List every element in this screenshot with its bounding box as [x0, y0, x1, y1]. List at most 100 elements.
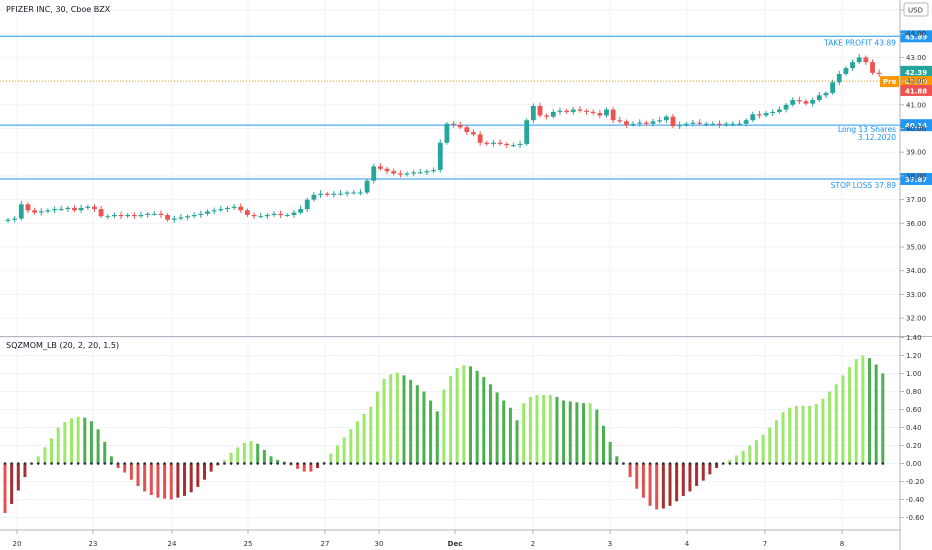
price-candle[interactable]: [178, 217, 184, 219]
price-candle[interactable]: [737, 123, 742, 125]
price-candle[interactable]: [271, 213, 277, 216]
momentum-bar[interactable]: [129, 463, 133, 480]
momentum-bar[interactable]: [395, 372, 399, 464]
momentum-bar[interactable]: [675, 463, 679, 502]
price-candle[interactable]: [338, 193, 343, 195]
price-candle[interactable]: [411, 172, 417, 174]
momentum-bar[interactable]: [429, 400, 433, 464]
momentum-bar[interactable]: [176, 463, 180, 498]
momentum-bar[interactable]: [841, 375, 845, 464]
price-candle[interactable]: [497, 142, 503, 144]
momentum-bar[interactable]: [562, 400, 566, 464]
momentum-bar[interactable]: [508, 407, 512, 464]
momentum-bar[interactable]: [754, 440, 758, 464]
price-candle[interactable]: [843, 68, 849, 74]
price-candle[interactable]: [690, 122, 696, 124]
price-candle[interactable]: [397, 173, 403, 175]
momentum-bar[interactable]: [469, 366, 472, 464]
momentum-bar[interactable]: [70, 418, 73, 464]
price-candle[interactable]: [657, 120, 663, 122]
momentum-bar[interactable]: [96, 429, 100, 464]
price-candle[interactable]: [225, 207, 230, 210]
price-candle[interactable]: [18, 204, 24, 219]
price-candle[interactable]: [464, 127, 470, 133]
momentum-bar[interactable]: [542, 395, 546, 464]
momentum-bar[interactable]: [276, 459, 280, 464]
price-candle[interactable]: [644, 122, 649, 124]
momentum-bar[interactable]: [814, 404, 818, 464]
momentum-bar[interactable]: [615, 456, 619, 464]
price-candle[interactable]: [105, 216, 111, 218]
price-candle[interactable]: [218, 209, 224, 211]
price-candle[interactable]: [730, 123, 736, 125]
price-candle[interactable]: [251, 215, 257, 217]
momentum-bar[interactable]: [375, 391, 379, 464]
price-candle[interactable]: [830, 82, 835, 93]
momentum-bar[interactable]: [402, 375, 406, 464]
momentum-bar[interactable]: [229, 452, 233, 464]
momentum-bar[interactable]: [316, 463, 320, 469]
momentum-bar[interactable]: [588, 403, 592, 464]
momentum-bar[interactable]: [488, 384, 492, 464]
price-candle[interactable]: [291, 212, 297, 216]
price-candle[interactable]: [863, 57, 869, 63]
price-candle[interactable]: [424, 171, 430, 173]
price-candle[interactable]: [444, 123, 450, 143]
momentum-bar[interactable]: [449, 376, 453, 464]
momentum-bar[interactable]: [349, 429, 353, 464]
momentum-bar[interactable]: [688, 463, 692, 492]
momentum-bar[interactable]: [83, 417, 87, 464]
price-candle[interactable]: [112, 215, 117, 217]
price-candle[interactable]: [850, 62, 855, 69]
momentum-bar[interactable]: [515, 420, 519, 464]
momentum-bar[interactable]: [801, 405, 805, 464]
price-candle[interactable]: [331, 193, 337, 195]
momentum-bar[interactable]: [761, 434, 765, 464]
price-candle[interactable]: [604, 109, 609, 116]
price-candle[interactable]: [311, 194, 317, 200]
momentum-bar[interactable]: [23, 463, 27, 478]
momentum-bar[interactable]: [808, 405, 812, 464]
momentum-bar[interactable]: [123, 463, 127, 473]
momentum-bar[interactable]: [435, 411, 439, 464]
momentum-bar[interactable]: [296, 463, 300, 469]
price-candle[interactable]: [796, 100, 802, 102]
momentum-bar[interactable]: [568, 401, 572, 464]
price-candle[interactable]: [810, 100, 816, 104]
price-candle[interactable]: [590, 111, 596, 114]
price-candle[interactable]: [537, 105, 543, 116]
price-candle[interactable]: [364, 180, 370, 193]
momentum-bar[interactable]: [881, 373, 885, 464]
price-candle[interactable]: [371, 166, 377, 181]
momentum-bar[interactable]: [369, 406, 373, 464]
momentum-bar[interactable]: [655, 463, 659, 510]
momentum-bar[interactable]: [695, 463, 699, 487]
price-candle[interactable]: [570, 109, 576, 112]
price-candle[interactable]: [557, 110, 563, 112]
price-candle[interactable]: [637, 122, 643, 124]
price-candle[interactable]: [211, 210, 217, 212]
price-candle[interactable]: [723, 123, 729, 125]
price-candle[interactable]: [530, 105, 536, 121]
price-candle[interactable]: [484, 142, 490, 144]
momentum-histogram[interactable]: [3, 355, 885, 514]
price-candle[interactable]: [65, 207, 71, 210]
momentum-bar[interactable]: [442, 389, 446, 464]
momentum-bar[interactable]: [143, 463, 147, 492]
momentum-bar[interactable]: [10, 463, 14, 505]
momentum-bar[interactable]: [741, 450, 745, 464]
price-candle[interactable]: [477, 134, 483, 143]
momentum-bar[interactable]: [528, 396, 532, 464]
price-candle[interactable]: [677, 124, 683, 127]
momentum-bar[interactable]: [774, 420, 778, 464]
momentum-bar[interactable]: [715, 463, 719, 469]
price-candle[interactable]: [165, 215, 170, 220]
momentum-bar[interactable]: [50, 438, 54, 464]
momentum-bar[interactable]: [222, 459, 226, 464]
price-candle[interactable]: [417, 172, 423, 174]
price-candle[interactable]: [750, 114, 756, 121]
momentum-bar[interactable]: [109, 456, 113, 464]
momentum-bar[interactable]: [183, 463, 187, 496]
price-candle[interactable]: [630, 123, 636, 125]
momentum-bar[interactable]: [63, 422, 67, 464]
